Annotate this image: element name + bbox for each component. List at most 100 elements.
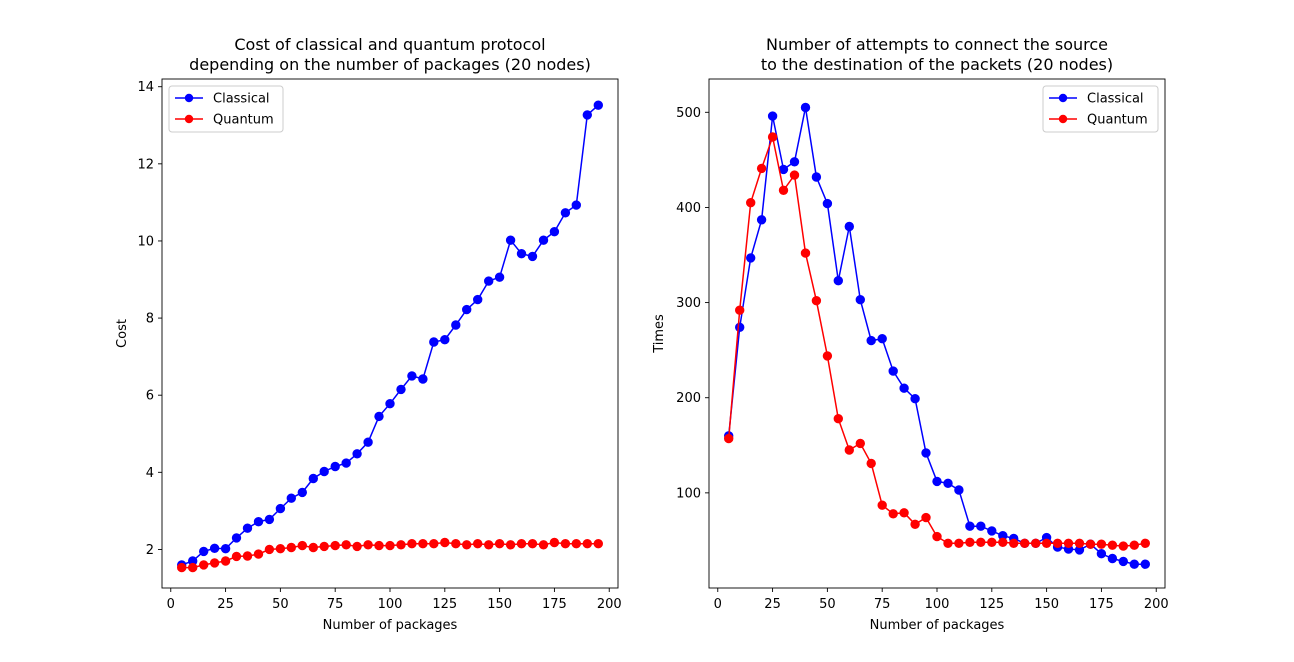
data-point-classical bbox=[921, 448, 931, 458]
data-point-quantum bbox=[965, 537, 975, 547]
y-tick-label: 500 bbox=[676, 106, 701, 121]
data-point-quantum bbox=[844, 445, 854, 455]
y-tick-label: 4 bbox=[146, 466, 154, 481]
data-point-classical bbox=[932, 476, 942, 487]
data-point-classical bbox=[242, 523, 253, 533]
data-point-quantum bbox=[1129, 540, 1140, 550]
data-point-quantum bbox=[756, 163, 767, 174]
data-point-classical bbox=[571, 200, 581, 210]
data-point-quantum bbox=[505, 540, 516, 550]
data-point-quantum bbox=[855, 438, 865, 449]
data-point-quantum bbox=[440, 537, 450, 548]
data-point-classical bbox=[822, 198, 833, 209]
data-point-quantum bbox=[1063, 538, 1074, 548]
data-point-quantum bbox=[560, 539, 571, 549]
y-tick-label: 200 bbox=[676, 391, 701, 406]
data-point-quantum bbox=[549, 537, 560, 548]
data-point-classical bbox=[866, 335, 876, 346]
data-point-quantum bbox=[998, 537, 1008, 547]
data-point-quantum bbox=[494, 539, 505, 549]
series-line-classical bbox=[181, 104, 599, 566]
data-point-classical bbox=[987, 526, 997, 536]
data-point-classical bbox=[308, 473, 318, 484]
data-point-classical bbox=[418, 374, 428, 384]
data-point-classical bbox=[440, 335, 450, 345]
chart-panel-1: Cost of classical and quantum protocol de… bbox=[115, 35, 622, 633]
y-axis-label: Cost bbox=[115, 319, 130, 348]
data-point-quantum bbox=[242, 551, 253, 561]
data-point-classical bbox=[363, 437, 373, 447]
data-point-quantum bbox=[910, 519, 920, 529]
chart-title-line: Number of attempts to connect the source bbox=[766, 35, 1108, 54]
x-axis-label: Number of packages bbox=[323, 618, 458, 633]
data-point-classical bbox=[209, 543, 220, 553]
data-point-quantum bbox=[778, 185, 789, 196]
y-tick-label: 8 bbox=[146, 312, 154, 327]
data-point-quantum bbox=[1019, 538, 1030, 548]
data-point-classical bbox=[833, 276, 843, 286]
data-point-classical bbox=[341, 458, 351, 468]
data-point-quantum bbox=[1052, 538, 1063, 548]
y-tick-label: 14 bbox=[137, 80, 154, 95]
data-point-classical bbox=[877, 334, 887, 344]
data-point-quantum bbox=[811, 296, 822, 306]
data-point-quantum bbox=[538, 540, 549, 550]
data-point-quantum bbox=[800, 248, 811, 258]
data-point-quantum bbox=[899, 508, 909, 518]
data-point-classical bbox=[1096, 549, 1107, 559]
chart-title: Cost of classical and quantum protocol de… bbox=[189, 35, 591, 74]
data-point-classical bbox=[451, 320, 461, 330]
data-point-quantum bbox=[789, 170, 800, 180]
data-point-quantum bbox=[1074, 538, 1085, 548]
data-point-quantum bbox=[429, 539, 439, 549]
data-point-classical bbox=[352, 449, 362, 459]
y-tick-label: 2 bbox=[146, 543, 154, 558]
data-point-quantum bbox=[275, 544, 286, 554]
data-point-quantum bbox=[177, 562, 187, 573]
data-point-classical bbox=[385, 399, 395, 409]
data-point-quantum bbox=[833, 414, 843, 424]
legend-marker-quantum bbox=[184, 114, 194, 124]
x-tick-label: 175 bbox=[542, 597, 567, 612]
data-point-classical bbox=[844, 221, 854, 232]
y-tick-label: 12 bbox=[137, 157, 154, 172]
data-point-quantum bbox=[407, 539, 417, 549]
data-point-classical bbox=[297, 487, 307, 498]
data-point-classical bbox=[429, 337, 439, 347]
legend: Classical Quantum bbox=[1042, 85, 1159, 133]
x-tick-label: 0 bbox=[167, 597, 175, 612]
data-point-quantum bbox=[866, 458, 876, 469]
data-point-classical bbox=[407, 371, 417, 381]
data-point-classical bbox=[538, 235, 549, 245]
data-point-quantum bbox=[363, 540, 373, 550]
y-tick-label: 10 bbox=[137, 234, 154, 249]
data-point-quantum bbox=[319, 541, 329, 552]
data-point-classical bbox=[527, 251, 538, 262]
data-point-quantum bbox=[888, 509, 898, 519]
data-point-classical bbox=[560, 208, 571, 218]
data-point-classical bbox=[767, 111, 778, 121]
chart-title-line: depending on the number of packages (20 … bbox=[189, 55, 591, 74]
data-point-quantum bbox=[516, 539, 527, 549]
data-point-quantum bbox=[209, 558, 220, 568]
data-point-quantum bbox=[473, 539, 483, 549]
data-point-classical bbox=[954, 485, 964, 495]
data-point-classical bbox=[943, 478, 953, 488]
data-point-quantum bbox=[297, 540, 307, 551]
x-tick-label: 25 bbox=[764, 597, 781, 612]
y-tick-label: 6 bbox=[146, 389, 154, 404]
data-point-classical bbox=[549, 227, 560, 237]
data-point-quantum bbox=[253, 549, 264, 559]
chart-title: Number of attempts to connect the source… bbox=[761, 35, 1113, 74]
data-point-classical bbox=[899, 383, 909, 393]
data-point-classical bbox=[582, 110, 592, 120]
data-point-quantum bbox=[188, 562, 198, 573]
data-point-classical bbox=[473, 294, 483, 305]
x-tick-label: 50 bbox=[272, 597, 289, 612]
legend-label-classical: Classical bbox=[1087, 92, 1144, 107]
data-point-classical bbox=[1140, 559, 1151, 569]
data-point-quantum bbox=[746, 198, 756, 208]
data-point-classical bbox=[396, 384, 406, 395]
legend-marker-classical bbox=[1058, 93, 1068, 103]
x-tick-label: 25 bbox=[217, 597, 234, 612]
